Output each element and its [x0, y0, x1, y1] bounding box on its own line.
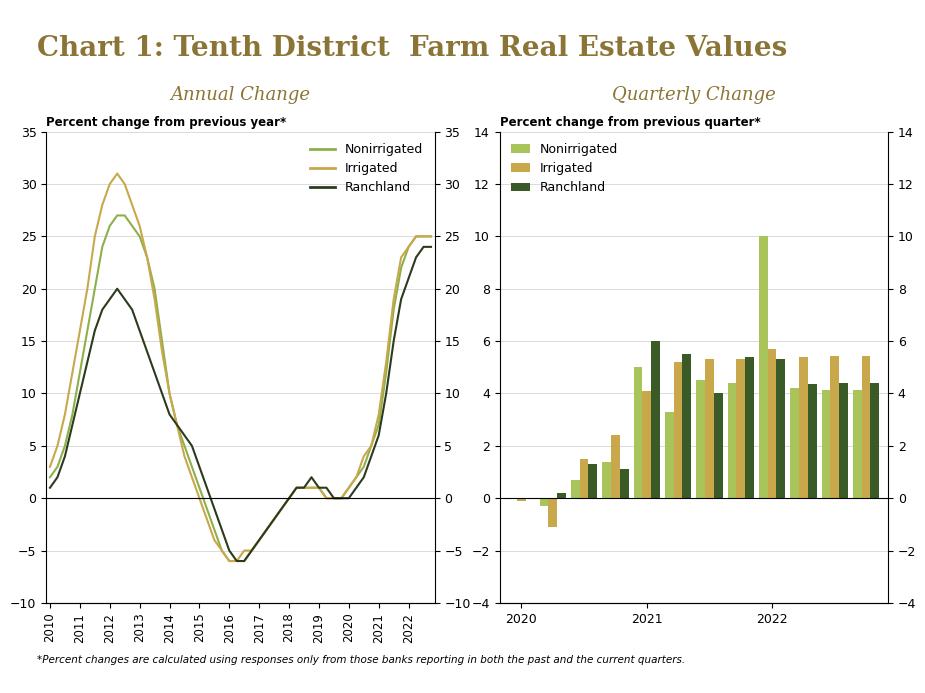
Bar: [736, 360, 746, 498]
Nonirrigated: [239, 557, 250, 565]
Irrigated: [426, 232, 437, 240]
Ranchland: [74, 389, 85, 398]
Text: Quarterly Change: Quarterly Change: [611, 87, 776, 105]
Bar: [588, 464, 598, 498]
Irrigated: [261, 525, 272, 534]
Irrigated: [74, 326, 85, 335]
Irrigated: [44, 463, 56, 471]
Bar: [862, 356, 870, 498]
Ranchland: [253, 536, 265, 544]
Bar: [728, 383, 736, 498]
Ranchland: [224, 546, 235, 554]
Bar: [839, 383, 848, 498]
Bar: [697, 380, 705, 498]
Text: *Percent changes are calculated using responses only from those banks reporting : *Percent changes are calculated using re…: [37, 656, 685, 665]
Ranchland: [299, 484, 310, 492]
Bar: [539, 498, 549, 506]
Bar: [580, 459, 588, 498]
Nonirrigated: [426, 232, 437, 240]
Nonirrigated: [224, 557, 235, 565]
Bar: [642, 391, 651, 498]
Bar: [853, 389, 862, 498]
Bar: [870, 383, 880, 498]
Bar: [683, 354, 691, 498]
Bar: [790, 388, 799, 498]
Nonirrigated: [186, 463, 198, 471]
Bar: [611, 435, 620, 498]
Ranchland: [44, 484, 56, 492]
Bar: [557, 493, 566, 498]
Line: Nonirrigated: Nonirrigated: [50, 216, 431, 561]
Bar: [602, 462, 611, 498]
Text: Annual Change: Annual Change: [170, 87, 311, 105]
Line: Irrigated: Irrigated: [50, 173, 431, 561]
Bar: [808, 385, 817, 498]
Bar: [714, 394, 722, 498]
Bar: [758, 236, 768, 498]
Ranchland: [283, 494, 294, 502]
Nonirrigated: [261, 525, 272, 534]
Bar: [549, 498, 557, 527]
Bar: [831, 356, 839, 498]
Irrigated: [291, 484, 302, 492]
Ranchland: [179, 431, 190, 439]
Ranchland: [231, 557, 242, 565]
Bar: [768, 349, 776, 498]
Nonirrigated: [306, 484, 317, 492]
Irrigated: [306, 484, 317, 492]
Nonirrigated: [44, 473, 56, 482]
Legend: Nonirrigated, Irrigated, Ranchland: Nonirrigated, Irrigated, Ranchland: [305, 138, 428, 200]
Bar: [517, 498, 525, 501]
Legend: Nonirrigated, Irrigated, Ranchland: Nonirrigated, Irrigated, Ranchland: [506, 138, 623, 200]
Bar: [651, 341, 660, 498]
Nonirrigated: [112, 211, 123, 220]
Text: Percent change from previous quarter*: Percent change from previous quarter*: [500, 116, 760, 129]
Bar: [746, 357, 754, 498]
Bar: [634, 367, 642, 498]
Ranchland: [426, 243, 437, 251]
Nonirrigated: [74, 369, 85, 377]
Ranchland: [418, 243, 429, 251]
Bar: [799, 357, 808, 498]
Bar: [571, 480, 580, 498]
Bar: [665, 412, 673, 498]
Text: Percent change from previous year*: Percent change from previous year*: [46, 116, 287, 129]
Irrigated: [112, 169, 123, 177]
Bar: [705, 360, 714, 498]
Bar: [673, 362, 683, 498]
Irrigated: [239, 546, 250, 554]
Line: Ranchland: Ranchland: [50, 247, 431, 561]
Nonirrigated: [291, 484, 302, 492]
Irrigated: [224, 557, 235, 565]
Bar: [821, 389, 831, 498]
Irrigated: [186, 473, 198, 482]
Bar: [776, 360, 785, 498]
Text: Chart 1: Tenth District  Farm Real Estate Values: Chart 1: Tenth District Farm Real Estate…: [37, 35, 787, 62]
Bar: [620, 469, 629, 498]
